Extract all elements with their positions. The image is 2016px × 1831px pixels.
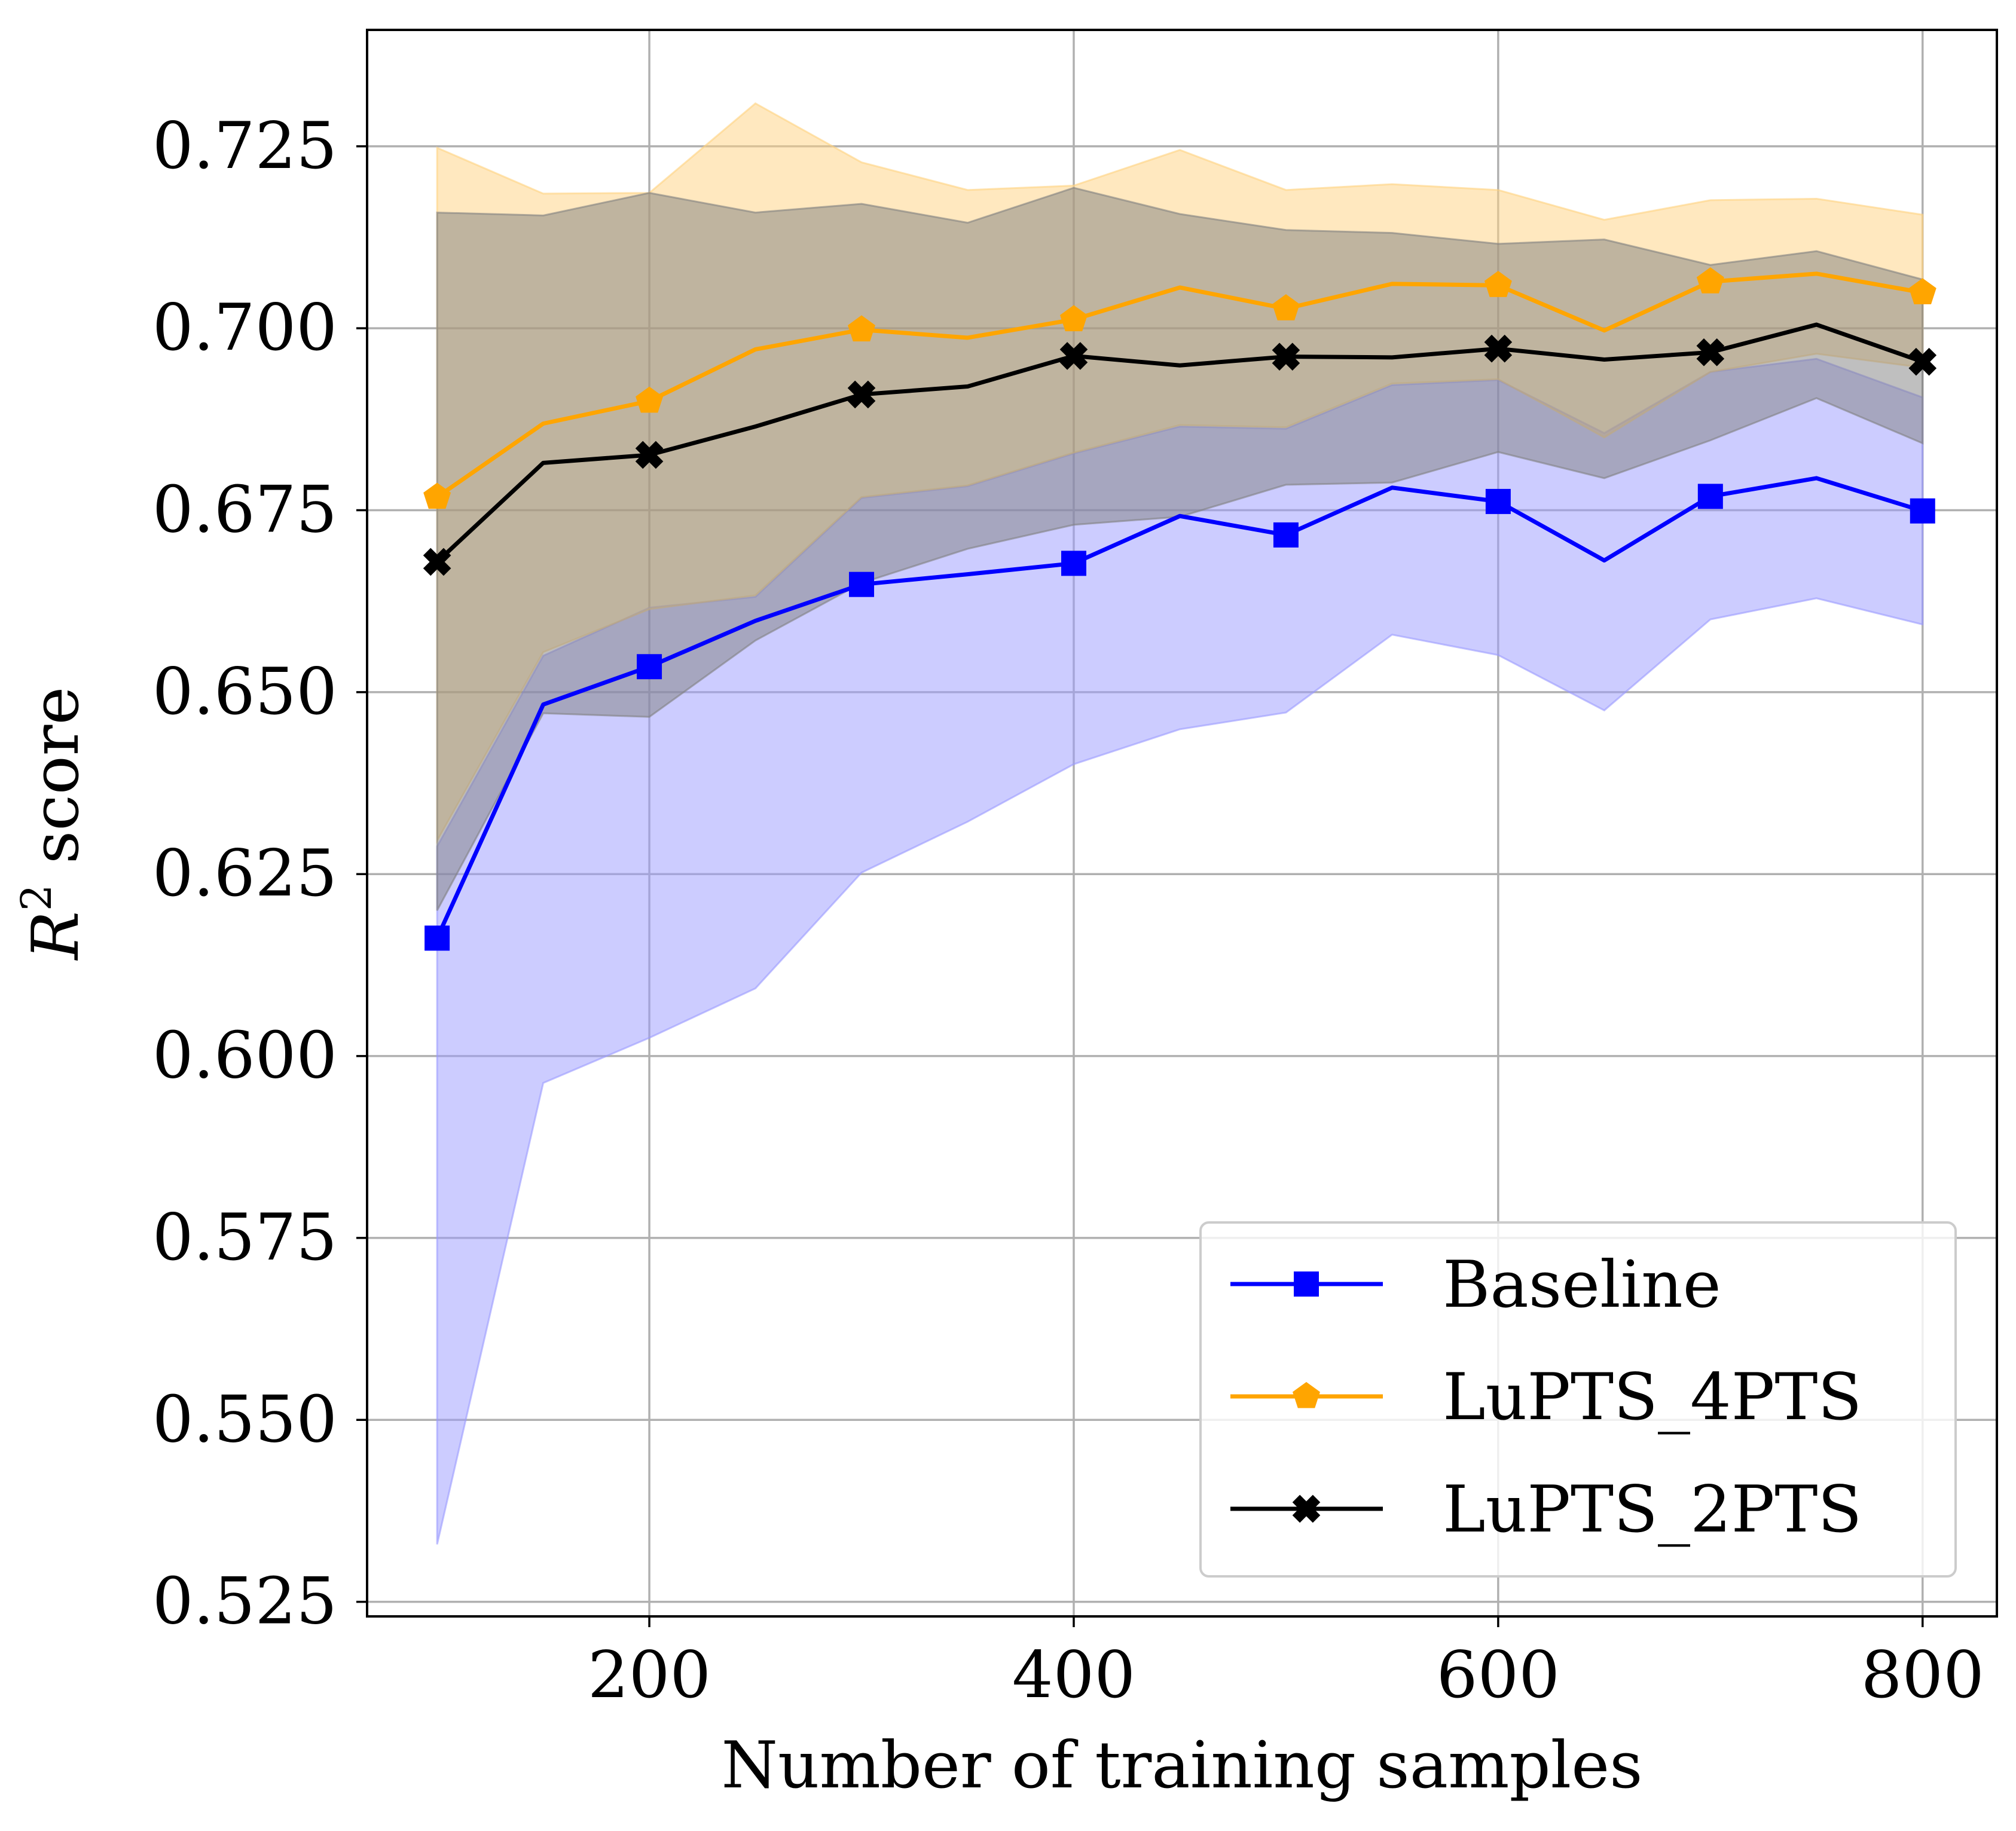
y-tick-label: 0.675	[152, 473, 337, 548]
y-tick-label: 0.525	[152, 1564, 337, 1639]
y-axis-label-superscript: 2	[12, 884, 61, 911]
line-lupts_2pts	[435, 322, 1923, 564]
confidence-bands	[436, 102, 1924, 1545]
x-marker-bar	[1292, 1494, 1321, 1523]
marker-lupts_2pts	[1059, 342, 1088, 370]
x-tick-label: 800	[1861, 1638, 1984, 1713]
y-tick-label: 0.700	[152, 291, 337, 365]
marker-lupts_2pts	[847, 380, 876, 409]
marker-baseline	[1910, 498, 1935, 524]
series-lines	[435, 271, 1923, 939]
plot-frame	[366, 29, 1998, 1618]
marker-lupts_4pts	[1484, 271, 1512, 297]
x-tick-label: 400	[1012, 1638, 1135, 1713]
marker-baseline	[849, 571, 875, 597]
legend-label: Baseline	[1443, 1248, 1721, 1322]
x-marker-bar	[423, 548, 451, 576]
marker-lupts_4pts	[1060, 305, 1088, 332]
y-tick-label: 0.575	[152, 1200, 337, 1275]
marker-lupts_2pts	[1696, 338, 1725, 366]
legend-label: LuPTS_2PTS	[1443, 1472, 1862, 1547]
marker-lupts_4pts	[848, 315, 875, 342]
series-markers	[423, 267, 1937, 951]
x-marker-bar	[847, 380, 876, 409]
legend-label: LuPTS_4PTS	[1443, 1360, 1862, 1435]
marker-baseline	[1273, 522, 1299, 548]
marker-baseline	[1061, 551, 1086, 576]
marker-lupts_2pts	[1908, 347, 1937, 376]
marker-baseline	[1485, 488, 1511, 514]
y-tick-label: 0.625	[152, 836, 337, 911]
legend-box	[1199, 1221, 1957, 1578]
x-tick-label: 600	[1437, 1638, 1560, 1713]
marker-lupts_2pts	[635, 441, 664, 469]
y-axis-label: R2 score	[12, 687, 93, 961]
marker-baseline	[1697, 484, 1723, 509]
legend-entry-lupts_2pts: LuPTS_2PTS	[1230, 1472, 1862, 1547]
legend-entry-lupts_4pts: LuPTS_4PTS	[1230, 1360, 1862, 1435]
x-axis-label: Number of training samples	[721, 1728, 1642, 1803]
marker-lupts_4pts	[1696, 267, 1724, 294]
x-marker-bar	[1272, 343, 1300, 371]
marker-baseline	[424, 925, 450, 951]
y-tick-label: 0.550	[152, 1382, 337, 1457]
marker-lupts_4pts	[1272, 294, 1300, 320]
marker-baseline	[637, 654, 662, 680]
x-marker-bar	[1484, 334, 1513, 363]
legend-entry-baseline: Baseline	[1230, 1248, 1721, 1322]
marker-lupts_4pts	[1908, 278, 1936, 305]
y-tick-label: 0.725	[152, 109, 337, 184]
axis-ticks: 200 400 600 800 0.525 0.550 0.575 0.600 0.625 0.6…	[152, 109, 1984, 1713]
x-marker-bar	[1696, 338, 1725, 366]
marker-lupts_2pts	[1272, 343, 1300, 371]
x-tick-label: 200	[588, 1638, 711, 1713]
y-axis-label-r: R	[19, 911, 93, 961]
legend-marker	[1294, 1271, 1319, 1297]
y-axis-label-score: score	[19, 687, 93, 885]
legend-marker	[1293, 1381, 1320, 1408]
y-tick-label: 0.600	[152, 1019, 337, 1093]
marker-lupts_4pts	[423, 482, 451, 509]
marker-lupts_4pts	[636, 386, 664, 413]
legend: Baseline LuPTS_4PTS LuPTS_2PTS	[1199, 1221, 1957, 1578]
line-lupts_4pts	[436, 271, 1923, 499]
x-marker-bar	[1059, 342, 1088, 370]
marker-lupts_2pts	[1484, 334, 1513, 363]
marker-lupts_2pts	[423, 548, 451, 576]
y-tick-label: 0.650	[152, 655, 337, 729]
x-marker-bar	[1908, 347, 1937, 376]
x-marker-bar	[635, 441, 664, 469]
legend-marker	[1292, 1494, 1321, 1523]
line-baseline	[435, 476, 1923, 939]
